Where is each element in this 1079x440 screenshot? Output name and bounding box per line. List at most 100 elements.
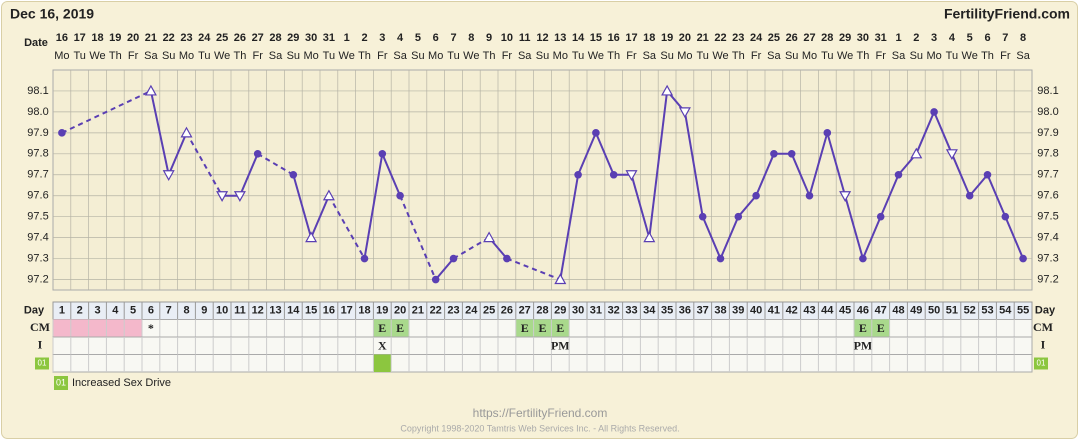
- temp-point: [643, 231, 656, 243]
- day-number: 46: [857, 305, 869, 317]
- date-label: 8: [468, 32, 474, 44]
- temp-point: [1001, 212, 1010, 221]
- date-label: 30: [305, 32, 317, 44]
- y-tick-label: 97.3: [1037, 252, 1058, 264]
- day-number: 53: [981, 305, 993, 317]
- cell-text: E: [378, 321, 386, 335]
- temp-point: [216, 191, 229, 202]
- temp-point: [609, 170, 618, 179]
- day-number: 8: [183, 305, 189, 317]
- day-number: 30: [572, 305, 584, 317]
- temp-line: [879, 174, 900, 218]
- day-number: 4: [112, 305, 119, 317]
- day-number: 33: [625, 305, 637, 317]
- footer-url[interactable]: https://FertilityFriend.com: [473, 406, 608, 420]
- date-label: 27: [803, 32, 815, 44]
- date-label: 21: [697, 32, 709, 44]
- day-number: 2: [77, 305, 83, 317]
- day-number: 23: [447, 305, 459, 317]
- day-number: 54: [999, 305, 1012, 317]
- date-label: 5: [415, 32, 421, 44]
- legend-text: Increased Sex Drive: [72, 377, 171, 389]
- cell-fill: [70, 319, 89, 337]
- weekday-label: Tu: [323, 50, 335, 62]
- weekday-label: We: [339, 50, 355, 62]
- temp-line: [915, 111, 936, 155]
- temp-point: [378, 150, 387, 158]
- day-number: 9: [201, 305, 207, 317]
- weekday-label: Mo: [54, 50, 69, 62]
- date-label: 25: [216, 32, 228, 44]
- weekday-label: Th: [233, 50, 246, 62]
- y-tick-label: 97.7: [1037, 169, 1058, 181]
- temp-point: [787, 150, 796, 158]
- temp-line: [257, 152, 294, 176]
- date-label: 4: [397, 32, 404, 44]
- footer-copyright: Copyright 1998-2020 Tamtris Web Services…: [400, 423, 679, 433]
- date-label: 23: [180, 32, 192, 44]
- weekday-label: Sa: [144, 50, 158, 62]
- row-label: CM: [30, 320, 50, 334]
- date-label: 1: [895, 32, 901, 44]
- date-label: 17: [625, 32, 637, 44]
- weekday-label: Mo: [553, 50, 568, 62]
- temp-point: [894, 170, 903, 179]
- temp-line: [328, 195, 366, 260]
- day-number: 3: [94, 305, 100, 317]
- cell-fill: [53, 319, 71, 337]
- weekday-label: Mo: [428, 50, 443, 62]
- day-number: 45: [839, 305, 851, 317]
- day-number: 6: [148, 305, 154, 317]
- temp-point: [322, 189, 335, 201]
- temp-line: [808, 132, 829, 196]
- weekday-label: Fr: [502, 50, 513, 62]
- y-tick-label: 98.1: [27, 85, 48, 97]
- temp-point: [574, 170, 582, 179]
- date-label: 1: [344, 32, 350, 44]
- weekday-label: Sa: [767, 50, 781, 62]
- cell-text: PM: [854, 339, 873, 353]
- cell-fill: [551, 319, 570, 337]
- date-label: 10: [501, 32, 513, 44]
- weekday-label: Th: [607, 50, 620, 62]
- site-name[interactable]: FertilityFriend.com: [944, 6, 1070, 22]
- temp-point: [289, 170, 298, 179]
- table-row: [52, 354, 1033, 373]
- y-tick-label: 97.8: [1037, 148, 1058, 160]
- row-label: I: [1041, 338, 1046, 352]
- date-label: 22: [163, 32, 175, 44]
- day-number: 24: [465, 305, 478, 317]
- weekday-label: Su: [162, 50, 175, 62]
- temp-line: [399, 195, 437, 280]
- temp-line: [986, 174, 1007, 218]
- weekday-label: We: [214, 50, 230, 62]
- y-tick-label: 97.2: [27, 273, 48, 285]
- temp-point: [678, 107, 691, 119]
- cell-fill: [871, 319, 890, 337]
- date-label: 12: [536, 32, 548, 44]
- y-tick-label: 97.5: [27, 211, 48, 223]
- weekday-label: Tu: [198, 50, 210, 62]
- cell-fill: [391, 319, 409, 337]
- weekday-label: Mo: [179, 50, 194, 62]
- row-label: 01: [1037, 358, 1046, 367]
- weekday-label: We: [463, 50, 479, 62]
- temp-point: [305, 231, 318, 243]
- weekday-label: Tu: [73, 50, 85, 62]
- temp-point: [1019, 254, 1027, 263]
- date-label: 6: [433, 32, 439, 44]
- date-label: 28: [821, 32, 833, 44]
- temp-point: [965, 191, 974, 200]
- temp-line: [310, 195, 330, 239]
- date-label: 31: [323, 32, 335, 44]
- y-tick-label: 97.5: [1037, 211, 1058, 223]
- temp-line: [381, 153, 402, 197]
- cell-text: X: [378, 339, 387, 353]
- temp-point: [752, 191, 760, 200]
- temp-line: [61, 90, 152, 134]
- y-tick-label: 97.4: [1037, 232, 1058, 244]
- temp-point: [554, 273, 567, 285]
- weekday-label: Mo: [303, 50, 318, 62]
- y-tick-label: 98.1: [1037, 85, 1058, 97]
- temp-point: [734, 212, 743, 221]
